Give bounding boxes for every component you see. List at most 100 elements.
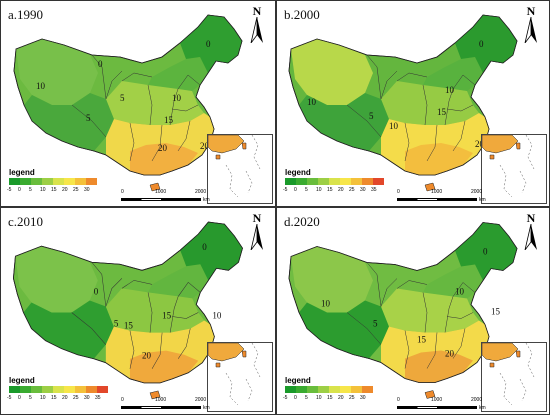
legend-swatch [329, 178, 340, 185]
legend-tick: 0 [18, 187, 21, 193]
north-arrow: N [247, 5, 267, 48]
legend-tick: 25 [73, 187, 79, 193]
legend-color-bar [9, 386, 108, 393]
scale-tick: 2000 [471, 397, 483, 403]
legend-swatch [362, 178, 373, 185]
contour-label: 20 [200, 141, 210, 151]
legend-swatch [296, 386, 307, 393]
china-border [288, 14, 518, 176]
province-border [105, 278, 123, 307]
north-arrow-icon [524, 16, 537, 44]
west-region [15, 246, 98, 313]
province-border [380, 70, 398, 100]
legend-tick: 10 [316, 395, 322, 401]
legend-tick: 15 [327, 395, 333, 401]
contour-label: 10 [307, 97, 317, 107]
legend-swatch [296, 178, 307, 185]
contour-label: 15 [417, 335, 427, 345]
central-region [381, 81, 479, 125]
scale-unit: km [479, 197, 486, 203]
scale-tick: 0 [121, 397, 124, 403]
legend-swatch [53, 386, 64, 393]
legend-color-bar [9, 178, 97, 185]
contour-label: 20 [445, 349, 455, 359]
contour-label: 0 [206, 39, 211, 49]
far-south-region [129, 350, 199, 383]
scale-tick: 2000 [195, 397, 207, 403]
province-border [426, 332, 438, 369]
scale-bar: 0 1000 2000 km [397, 189, 493, 205]
legend-swatch [9, 386, 20, 393]
scale-tick: 1000 [155, 397, 167, 403]
province-border [172, 312, 199, 319]
legend-tick: 20 [62, 395, 68, 401]
north-arrow: N [247, 212, 267, 255]
legend-swatch [42, 386, 53, 393]
legend-swatch [64, 178, 75, 185]
legend-tick: 30 [360, 395, 366, 401]
province-border [171, 104, 199, 112]
legend-tick: 15 [51, 187, 57, 193]
legend-swatch [318, 386, 329, 393]
legend-swatch [362, 386, 373, 393]
legend-tick-labels: -5 0 5 10 15 20 25 30 [281, 395, 377, 403]
province-border [129, 122, 135, 162]
province-border [151, 124, 163, 162]
legend-swatch [31, 178, 42, 185]
legend-swatch [307, 178, 318, 185]
china-map-a: 0 10 0 5 10 15 20 20 5 [13, 14, 243, 192]
province-border [105, 70, 123, 100]
province-border [444, 296, 454, 333]
legend-tick: -5 [283, 395, 288, 401]
province-border [71, 312, 107, 345]
legend-tick: 30 [84, 187, 90, 193]
scale-tick: 0 [397, 397, 400, 403]
province-border [151, 332, 163, 369]
far-south-region [405, 143, 473, 175]
central-region [381, 288, 479, 333]
panel-label: d.2020 [284, 214, 320, 229]
legend-tick: 15 [327, 187, 333, 193]
legend-tick: 5 [29, 395, 32, 401]
north-region [423, 264, 483, 299]
contour-label: 5 [120, 93, 125, 103]
legend-swatch [351, 386, 362, 393]
far-south-region [405, 350, 473, 383]
china-map-d: 0 10 10 5 15 20 15 [288, 222, 518, 399]
contour-label: 10 [321, 299, 331, 309]
legend-tick: 35 [95, 395, 101, 401]
province-border [346, 104, 382, 138]
contour-label: 5 [114, 319, 119, 329]
province-border [404, 122, 410, 162]
province-border [71, 104, 107, 138]
legend-swatch [53, 178, 64, 185]
contour-label: 5 [373, 319, 378, 329]
province-border [396, 72, 428, 82]
province-border [177, 281, 201, 297]
province-border [366, 262, 382, 307]
panel-label: c.2010 [8, 214, 44, 229]
province-border [346, 312, 382, 345]
north-arrow: N [521, 5, 541, 48]
hainan-region [424, 390, 436, 399]
legend-swatch [86, 178, 97, 185]
province-border [452, 120, 466, 152]
north-arrow-icon [250, 16, 263, 44]
legend-swatch [285, 178, 296, 185]
province-border [147, 292, 153, 333]
province-border [396, 280, 428, 289]
province-border [422, 84, 428, 126]
province-border [177, 120, 191, 152]
scale-bar-graphic [121, 198, 201, 201]
province-border [422, 292, 428, 333]
legend-swatch [86, 386, 97, 393]
central-region [105, 288, 205, 333]
west-region [291, 39, 373, 105]
legend-swatch [75, 386, 86, 393]
contour-label: 0 [483, 247, 488, 257]
contour-label: 15 [491, 307, 501, 317]
north-region [423, 57, 483, 91]
legend-tick: -5 [7, 395, 12, 401]
